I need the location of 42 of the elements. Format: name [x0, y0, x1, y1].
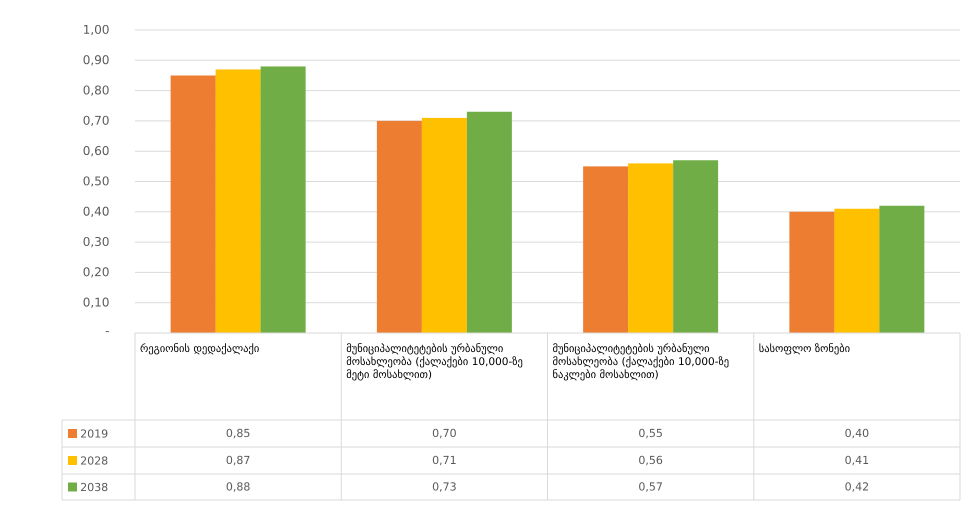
bar: [260, 66, 306, 333]
bar: [216, 69, 261, 333]
y-tick-label: 0,60: [84, 146, 109, 156]
bar: [879, 206, 924, 333]
data-label: 0,55: [639, 428, 662, 438]
data-label: 0,85: [226, 428, 250, 438]
legend-label: 2028: [81, 456, 108, 465]
bar: [628, 163, 674, 333]
x-tick-label: რეგიონის დედაქალაქი: [140, 343, 259, 354]
data-label: 0,40: [845, 428, 868, 438]
y-tick-label: -: [106, 331, 109, 332]
bar: [466, 112, 512, 333]
data-label: 0,41: [845, 456, 868, 466]
bar: [583, 166, 628, 333]
bar: [673, 160, 718, 333]
bar: [834, 208, 880, 333]
data-label: 0,57: [639, 482, 662, 492]
y-tick-label: 0,80: [84, 85, 109, 96]
bar: [170, 75, 216, 333]
x-tick-label: სასოფლო ზონები: [759, 343, 850, 354]
y-tick-label: 0,20: [84, 267, 109, 278]
bar: [789, 212, 834, 333]
data-label: 0,87: [226, 456, 250, 466]
legend-label: 2038: [81, 482, 108, 492]
y-tick-label: 0,90: [84, 55, 109, 66]
data-label: 0,70: [432, 428, 456, 438]
data-label: 0,73: [432, 482, 456, 492]
data-label: 0,71: [432, 456, 456, 466]
y-tick-label: 0,50: [84, 176, 109, 187]
data-label: 0,88: [226, 482, 250, 492]
x-tick-label: მუნიციპალიტეტების ურბანული მოსახლეობა (ქალაქები 10,000-ზე მეტი მოსახლით): [346, 343, 522, 380]
y-tick-label: 0,30: [84, 236, 109, 248]
y-tick-label: 0,40: [84, 206, 109, 217]
y-tick-label: 0,10: [84, 298, 109, 308]
data-label: 0,42: [845, 482, 868, 492]
x-tick-label: მუნიციპალიტეტების ურბანული მოსახლეობა (ქალაქები 10,000-ზე ნაკლები მოსახლით): [553, 343, 728, 380]
data-label: 0,56: [639, 456, 662, 466]
bar: [422, 118, 467, 333]
y-tick-label: 0,70: [84, 116, 109, 126]
bar: [376, 120, 422, 333]
y-tick-label: 1,00: [84, 24, 109, 36]
legend-label: 2019: [81, 429, 108, 438]
